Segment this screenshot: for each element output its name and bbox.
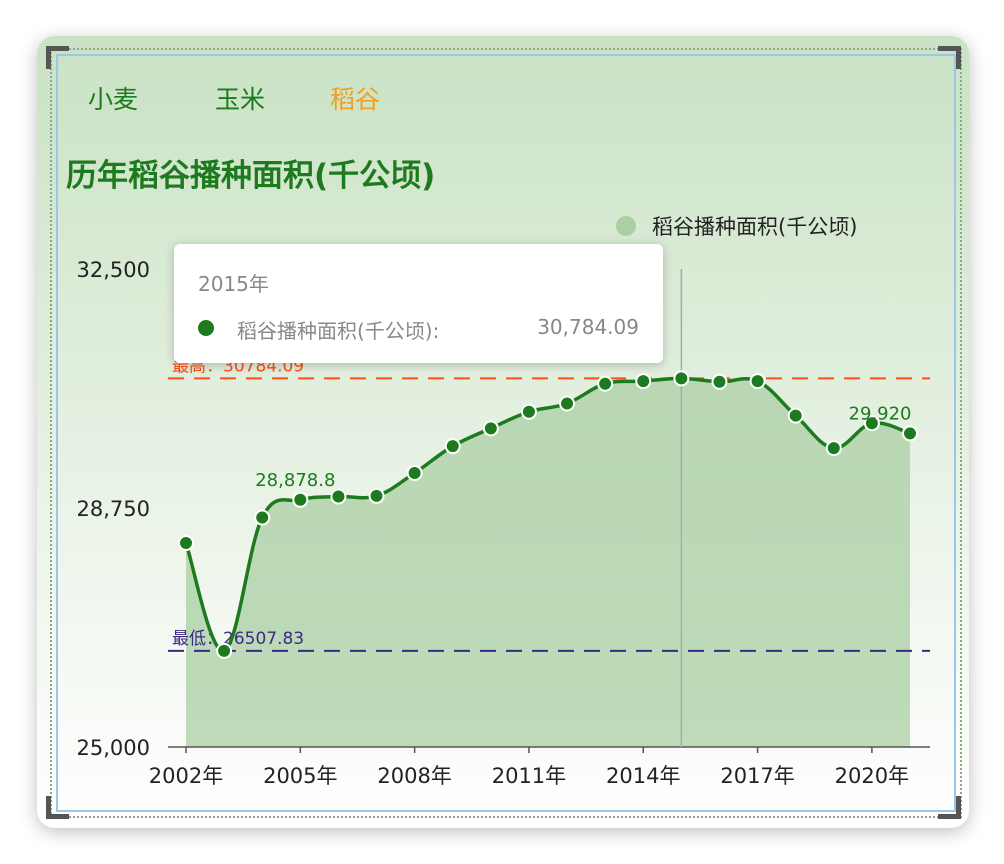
data-point — [406, 464, 423, 481]
tooltip-series-marker — [198, 320, 214, 336]
frame-corner-top-right — [938, 46, 961, 69]
data-point — [520, 403, 537, 420]
data-point — [787, 407, 804, 424]
x-tick-label: 2011年 — [492, 764, 566, 788]
x-tick-label: 2002年 — [149, 764, 223, 788]
frame-corner-bottom-left — [46, 796, 69, 819]
data-point — [635, 373, 652, 390]
data-point — [749, 373, 766, 390]
data-label: 29,920 — [849, 403, 912, 424]
data-point — [482, 420, 499, 437]
data-point — [254, 509, 271, 526]
data-point — [597, 375, 614, 392]
data-point — [292, 491, 309, 508]
x-tick-label: 2005年 — [263, 764, 337, 788]
tooltip-title: 2015年 — [198, 272, 269, 296]
y-tick-label: 32,500 — [77, 258, 150, 282]
data-point — [216, 642, 233, 659]
tab-corn[interactable]: 玉米 — [215, 85, 266, 114]
frame-corner-bottom-right — [938, 796, 961, 819]
data-point — [902, 425, 918, 442]
data-point — [711, 373, 728, 390]
chart-legend[interactable]: 稻谷播种面积(千公顷) — [616, 212, 857, 240]
data-point — [825, 440, 842, 457]
frame-corner-top-left — [46, 46, 69, 69]
tab-wheat[interactable]: 小麦 — [88, 85, 139, 114]
data-point — [444, 438, 461, 455]
data-label: 28,878.8 — [255, 470, 335, 491]
series-area — [186, 378, 910, 747]
tooltip-series-name: 稻谷播种面积(千公顷): — [237, 319, 440, 343]
y-tick-label: 25,000 — [77, 736, 150, 760]
data-point — [330, 488, 347, 505]
data-point — [673, 370, 690, 387]
legend-label: 稻谷播种面积(千公顷) — [652, 215, 858, 239]
chart-tooltip: 2015年 稻谷播种面积(千公顷): 30,784.09 — [174, 244, 663, 363]
legend-marker — [616, 216, 636, 236]
data-point — [368, 487, 385, 504]
tooltip-value: 30,784.09 — [537, 315, 639, 339]
data-point — [178, 535, 194, 552]
y-tick-label: 28,750 — [77, 497, 150, 521]
x-tick-label: 2014年 — [606, 764, 680, 788]
chart-title: 历年稻谷播种面积(千公顷) — [66, 158, 436, 194]
x-tick-label: 2020年 — [835, 764, 909, 788]
x-tick-label: 2017年 — [720, 764, 794, 788]
min-mark-label: 最低：26507.83 — [172, 629, 304, 649]
x-tick-label: 2008年 — [377, 764, 451, 788]
tab-rice[interactable]: 稻谷 — [330, 85, 381, 114]
data-point — [559, 395, 576, 412]
data-point — [863, 415, 880, 432]
